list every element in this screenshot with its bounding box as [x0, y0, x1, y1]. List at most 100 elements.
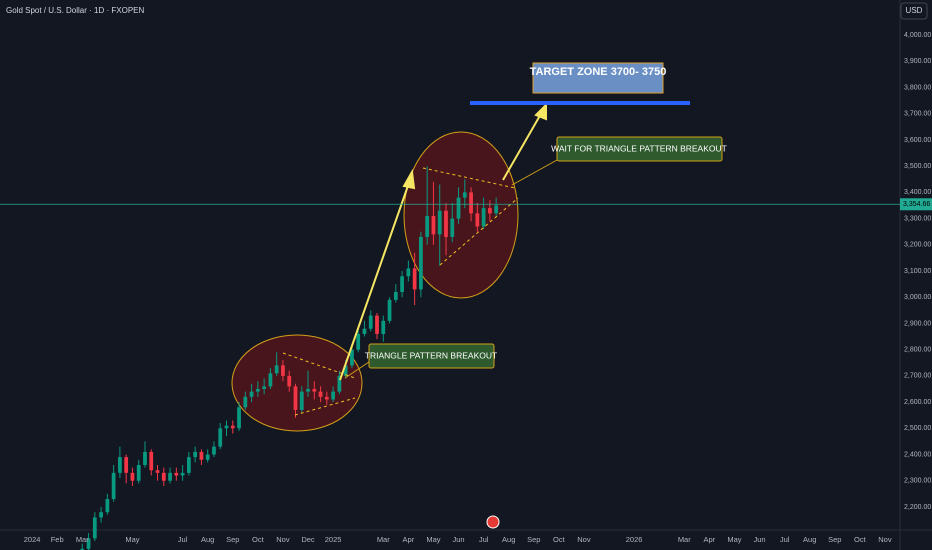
- last-price-label: 3,354.66: [903, 201, 930, 208]
- candle-body: [419, 236, 423, 290]
- candles: [80, 166, 499, 550]
- x-tick-label: 2024: [24, 535, 41, 544]
- candle-body: [105, 499, 110, 513]
- x-tick-label: Oct: [553, 535, 566, 544]
- x-tick-label: Nov: [276, 535, 290, 544]
- y-tick-label: 3,200.00: [904, 242, 931, 249]
- triangle-line: [294, 397, 356, 416]
- candle-body: [362, 328, 367, 334]
- x-tick-label: Jun: [452, 535, 464, 544]
- candle-body: [274, 365, 279, 374]
- x-tick-label: Sep: [527, 535, 540, 544]
- y-tick-label: 2,400.00: [904, 451, 931, 458]
- candle-body: [249, 391, 254, 397]
- y-tick-label: 3,800.00: [904, 84, 931, 91]
- candle-body: [475, 213, 480, 227]
- candle-body: [281, 365, 285, 376]
- callout-box: [368, 343, 495, 369]
- arrow: [339, 179, 411, 381]
- candle-body: [324, 396, 329, 400]
- x-tick-label: Dec: [301, 535, 315, 544]
- x-tick-label: Aug: [803, 535, 816, 544]
- callout-label: TRIANGLE PATTERN BREAKOUT: [365, 350, 497, 360]
- callout-box: [556, 136, 723, 162]
- candle-body: [444, 210, 448, 237]
- x-tick-label: Jul: [780, 535, 790, 544]
- candle-body: [437, 210, 442, 235]
- y-tick-label: 3,700.00: [904, 111, 931, 118]
- x-tick-label: Apr: [403, 535, 415, 544]
- candle-body: [243, 396, 248, 408]
- target-box: [532, 62, 664, 94]
- candle-body: [431, 215, 436, 235]
- y-tick-label: 3,300.00: [904, 215, 931, 222]
- candle-body: [356, 333, 361, 350]
- candle-body: [111, 472, 116, 500]
- x-tick-label: Mar: [678, 535, 691, 544]
- candle-body: [293, 386, 298, 410]
- candle-body: [80, 548, 85, 550]
- candle-body: [118, 457, 122, 473]
- y-tick-label: 2,900.00: [904, 320, 931, 327]
- y-tick-label: 2,300.00: [904, 478, 931, 485]
- x-tick-label: Jun: [753, 535, 765, 544]
- x-tick-label: Aug: [502, 535, 515, 544]
- candle-body: [124, 457, 129, 473]
- target-label: TARGET ZONE 3700- 3750: [530, 66, 667, 78]
- x-tick-label: May: [125, 535, 139, 544]
- candle-body: [237, 407, 241, 429]
- event-marker[interactable]: [486, 515, 500, 529]
- last-price-tag: [900, 198, 932, 211]
- callout-pointer: [511, 159, 558, 186]
- currency-button[interactable]: [900, 2, 928, 20]
- x-tick-label: 2025: [325, 535, 342, 544]
- x-tick-label: Apr: [704, 535, 716, 544]
- candle-body: [186, 457, 191, 473]
- candle-body: [400, 276, 404, 292]
- y-tick-label: 3,500.00: [904, 163, 931, 170]
- highlight-ellipse: [403, 131, 519, 299]
- x-tick-label: Jul: [178, 535, 188, 544]
- candle-body: [331, 391, 335, 400]
- y-tick-label: 4,000.00: [904, 32, 931, 39]
- y-tick-label: 2,500.00: [904, 425, 931, 432]
- y-tick-label: 3,100.00: [904, 268, 931, 275]
- x-tick-label: Mar: [76, 535, 89, 544]
- callout-pointer: [344, 361, 370, 379]
- candle-body: [168, 472, 172, 481]
- candle-body: [494, 205, 499, 214]
- candle-body: [287, 375, 292, 387]
- x-tick-label: Aug: [201, 535, 214, 544]
- candle-body: [306, 388, 310, 392]
- arrow-head: [534, 102, 547, 121]
- candle-body: [368, 315, 373, 329]
- x-tick-label: Oct: [854, 535, 867, 544]
- candle-body: [155, 470, 160, 473]
- candle-body: [180, 472, 185, 476]
- candle-body: [161, 472, 166, 481]
- candle-body: [174, 472, 179, 476]
- callout-label: WAIT FOR TRIANGLE PATTERN BREAKOUT: [551, 143, 727, 153]
- y-tick-label: 2,700.00: [904, 373, 931, 380]
- candle-body: [450, 218, 455, 237]
- candle-body: [224, 425, 229, 429]
- candle-body: [488, 208, 492, 214]
- x-tick-label: Sep: [828, 535, 841, 544]
- candle-body: [230, 425, 235, 429]
- candle-body: [469, 192, 473, 214]
- drawings: [282, 167, 519, 416]
- triangle-line: [282, 352, 356, 379]
- candle-body: [337, 375, 342, 392]
- candle-body: [406, 268, 411, 277]
- candle-body: [318, 391, 323, 397]
- x-tick-label: May: [426, 535, 440, 544]
- candle-body: [343, 365, 348, 376]
- y-tick-label: 2,200.00: [904, 504, 931, 511]
- x-tick-label: Oct: [252, 535, 265, 544]
- candle-body: [193, 451, 198, 458]
- y-tick-label: 3,600.00: [904, 137, 931, 144]
- candle-body: [143, 451, 147, 465]
- x-tick-label: Sep: [226, 535, 239, 544]
- highlight-ellipse: [231, 334, 363, 432]
